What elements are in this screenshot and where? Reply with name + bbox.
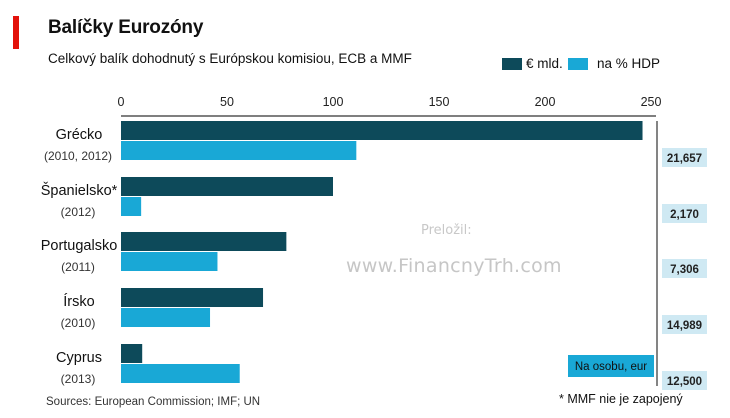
- per-capita-value: 14,989: [667, 320, 702, 332]
- per-capita-label: Na osobu, eur: [575, 361, 647, 373]
- bar-series-1: [121, 232, 287, 251]
- per-capita-box: [662, 371, 707, 390]
- chart-subtitle: Celkový balík dohodnutý s Európskou komi…: [48, 51, 412, 66]
- category-label: Cyprus: [56, 350, 102, 366]
- x-tick-label: 50: [220, 95, 234, 109]
- bar-series-2: [121, 197, 142, 216]
- category-year: (2012): [61, 205, 96, 219]
- per-capita-box: [662, 148, 707, 167]
- per-capita-value: 7,306: [670, 264, 699, 276]
- per-capita-box: [662, 315, 707, 334]
- x-tick-label: 250: [641, 95, 662, 109]
- bar-series-1: [121, 121, 643, 140]
- legend-label-series-1: € mld.: [526, 56, 563, 71]
- legend-item-series-2: na % HDP: [568, 56, 660, 71]
- bar-series-2: [121, 308, 211, 327]
- per-capita-box: [662, 204, 707, 223]
- bar-series-2: [121, 364, 240, 383]
- bar-series-1: [121, 177, 333, 196]
- legend-item-series-1: € mld.: [502, 56, 563, 71]
- legend-label-series-2: na % HDP: [597, 56, 661, 71]
- category-year: (2010, 2012): [44, 149, 112, 163]
- category-year: (2010): [61, 316, 96, 330]
- category-label: Španielsko*: [41, 182, 118, 199]
- category-year: (2013): [61, 372, 96, 386]
- source-note: Sources: European Commission; IMF; UN: [46, 396, 261, 408]
- legend-swatch-series-2: [568, 57, 588, 70]
- bar-series-1: [121, 288, 264, 307]
- x-tick-label: 200: [535, 95, 556, 109]
- category-label: Portugalsko: [41, 238, 118, 254]
- per-capita-label-box: [568, 355, 654, 377]
- chart-title: Balíčky Eurozóny: [48, 17, 204, 38]
- footnote: * MMF nie je zapojený: [559, 392, 683, 406]
- legend-swatch-series-1: [502, 57, 522, 70]
- x-tick-label: 150: [429, 95, 450, 109]
- bar-series-2: [121, 252, 218, 271]
- watermark-line-1: Preložil:: [421, 223, 472, 238]
- x-tick-label: 0: [118, 95, 125, 109]
- category-label: Írsko: [63, 293, 94, 310]
- per-capita-value: 12,500: [667, 376, 702, 388]
- bar-series-1: [121, 344, 143, 363]
- accent-bar: [13, 16, 19, 49]
- x-tick-label: 100: [323, 95, 344, 109]
- bar-series-2: [121, 141, 357, 160]
- per-capita-value: 21,657: [667, 153, 702, 165]
- category-label: Grécko: [56, 127, 103, 143]
- category-year: (2011): [61, 260, 95, 274]
- per-capita-box: [662, 259, 707, 278]
- per-capita-value: 2,170: [670, 209, 699, 221]
- watermark-line-2: www.FinancnyTrh.com: [346, 255, 562, 277]
